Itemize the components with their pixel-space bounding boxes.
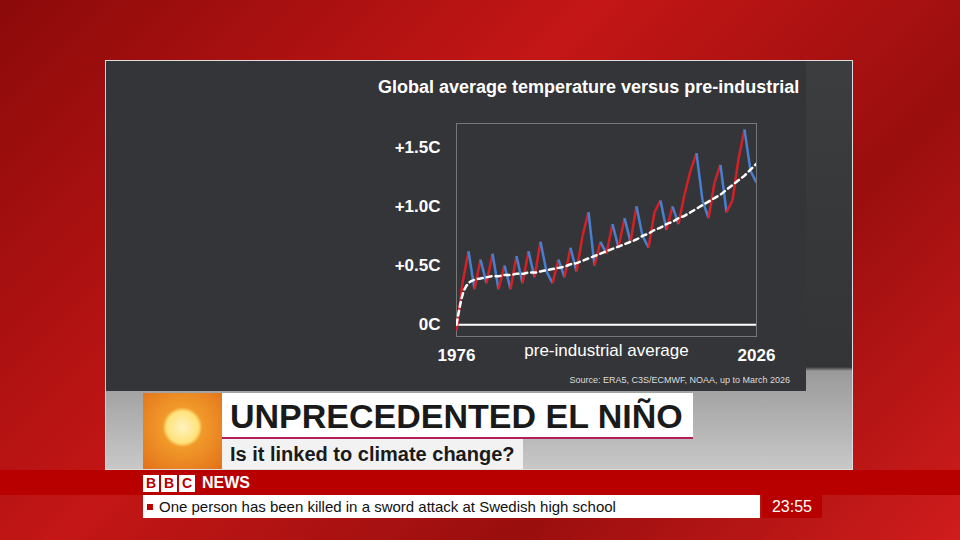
svg-text:2026: 2026: [738, 346, 776, 365]
html-text:NEWS: NEWS: [202, 474, 250, 491]
html-text:Is it linked to climate change: Is it linked to climate change?: [230, 443, 515, 465]
svg-text:0C: 0C: [419, 315, 441, 334]
html-text:UNPRECEDENTED EL NIÑO: UNPRECEDENTED EL NIÑO: [230, 397, 683, 435]
html-text:One person has been killed in: One person has been killed in a sword at…: [159, 498, 616, 515]
svg-text:+1.0C: +1.0C: [395, 197, 441, 216]
svg-text:+0.5C: +0.5C: [395, 256, 441, 275]
html-text:B: B: [145, 474, 157, 491]
html-text:C: C: [181, 474, 193, 491]
html-text:Global average temperature ver: Global average temperature versus pre-in…: [378, 77, 800, 97]
svg-text:+1.5C: +1.5C: [395, 138, 441, 157]
svg-text:1976: 1976: [438, 346, 476, 365]
html-text:B: B: [163, 474, 175, 491]
svg-text:pre-industrial average: pre-industrial average: [524, 341, 688, 360]
html-text:Source: ERA5, C3S/ECMWF, NOAA,: Source: ERA5, C3S/ECMWF, NOAA, up to Mar…: [569, 375, 790, 385]
html-text:23:55: 23:55: [772, 498, 812, 515]
